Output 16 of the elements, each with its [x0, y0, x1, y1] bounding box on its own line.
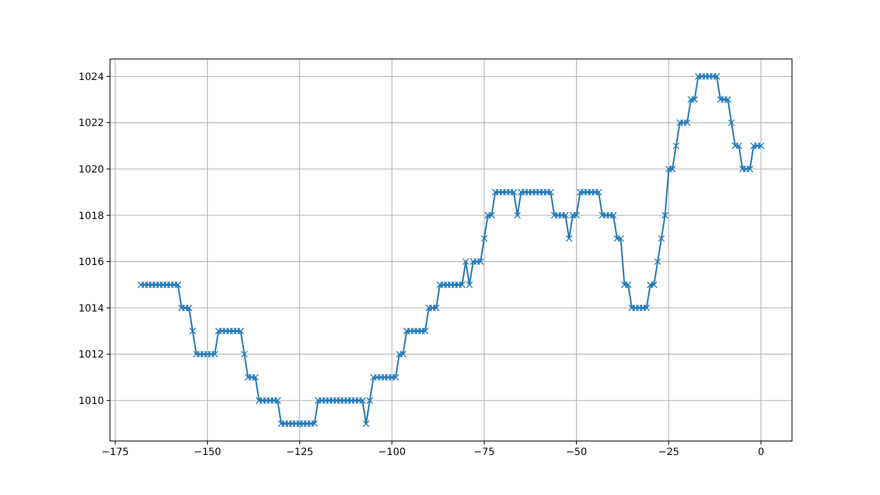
y-tick-label: 1014	[78, 303, 104, 314]
x-tick-label: −150	[194, 447, 222, 458]
x-tick-label: −175	[101, 447, 129, 458]
x-tick-label: −125	[286, 447, 314, 458]
y-tick-label: 1012	[78, 350, 104, 361]
x-tick-label: −50	[566, 447, 588, 458]
x-tick-label: −75	[474, 447, 495, 458]
y-tick-label: 1010	[78, 396, 104, 407]
y-tick-label: 1020	[78, 164, 104, 176]
x-tick-label: 0	[758, 447, 764, 458]
y-tick-label: 1016	[78, 257, 104, 268]
y-tick-label: 1024	[78, 72, 104, 83]
x-tick-label: −25	[658, 447, 680, 458]
x-tick-label: −100	[378, 447, 406, 458]
y-tick-label: 1018	[78, 210, 104, 222]
y-tick-label: 1022	[78, 118, 104, 130]
